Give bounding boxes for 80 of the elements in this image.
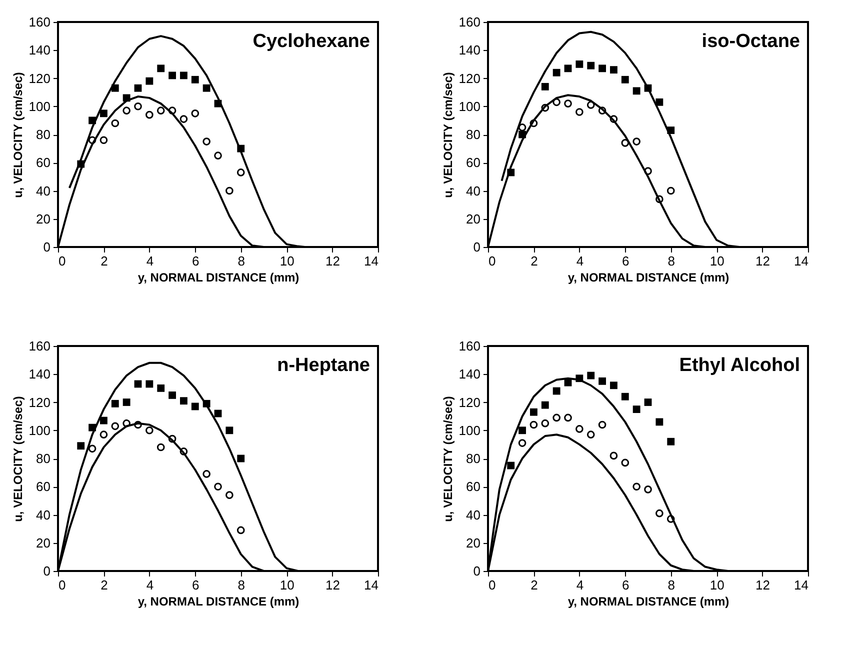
x-tick-label: 6 bbox=[622, 578, 630, 592]
y-tick-label: 20 bbox=[36, 211, 50, 226]
y-axis-title: u, VELOCITY (cm/sec) bbox=[10, 72, 25, 198]
x-tick-label: 10 bbox=[280, 254, 294, 268]
y-axis-title: u, VELOCITY (cm/sec) bbox=[440, 396, 455, 522]
y-tick-label: 40 bbox=[466, 507, 480, 522]
y-tick-label: 80 bbox=[36, 451, 50, 466]
x-tick-label: 14 bbox=[794, 254, 808, 268]
text: Ethyl Alcohol bbox=[679, 355, 800, 376]
y-tick-label: 60 bbox=[36, 155, 50, 170]
y-tick-label: 80 bbox=[36, 127, 50, 142]
x-tick-label: 0 bbox=[58, 578, 66, 592]
x-tick-label: 6 bbox=[622, 254, 630, 268]
x-axis-title: y, NORMAL DISTANCE (mm) bbox=[568, 270, 730, 284]
x-tick-label: 4 bbox=[146, 578, 154, 592]
y-tick-label: 140 bbox=[458, 366, 480, 382]
x-tick-label: 12 bbox=[326, 578, 340, 592]
x-tick-label: 4 bbox=[146, 254, 154, 268]
text: iso-Octane bbox=[702, 31, 800, 52]
x-tick-label: 6 bbox=[192, 254, 200, 268]
y-tick-label: 120 bbox=[458, 394, 480, 410]
y-tick-label: 20 bbox=[466, 535, 480, 550]
x-axis-title: y, NORMAL DISTANCE (mm) bbox=[138, 270, 300, 284]
y-axis-title: u, VELOCITY (cm/sec) bbox=[440, 72, 455, 198]
y-tick-label: 160 bbox=[28, 14, 50, 30]
x-tick-label: 8 bbox=[668, 254, 675, 268]
x-tick-label: 10 bbox=[710, 254, 724, 268]
y-tick-label: 120 bbox=[28, 394, 50, 410]
x-tick-label: 12 bbox=[756, 254, 770, 268]
y-tick-label: 60 bbox=[466, 155, 480, 170]
x-tick-label: 6 bbox=[192, 578, 200, 592]
y-tick-label: 20 bbox=[466, 211, 480, 226]
x-tick-label: 12 bbox=[756, 578, 770, 592]
x-tick-label: 4 bbox=[576, 254, 584, 268]
x-tick-label: 0 bbox=[488, 254, 496, 268]
x-tick-label: 8 bbox=[238, 254, 245, 268]
x-tick-label: 0 bbox=[488, 578, 496, 592]
y-tick-label: 120 bbox=[28, 70, 50, 86]
y-tick-label: 40 bbox=[36, 183, 50, 198]
y-tick-label: 100 bbox=[28, 98, 50, 114]
y-tick-label: 140 bbox=[458, 42, 480, 58]
y-tick-label: 100 bbox=[28, 422, 50, 438]
x-tick-label: 10 bbox=[710, 578, 724, 592]
x-tick-label: 2 bbox=[530, 578, 538, 592]
x-tick-label: 10 bbox=[280, 578, 294, 592]
y-tick-label: 160 bbox=[458, 14, 480, 30]
x-tick-label: 12 bbox=[326, 254, 340, 268]
text: n-Heptane bbox=[277, 355, 370, 376]
x-tick-label: 2 bbox=[100, 254, 108, 268]
y-tick-label: 60 bbox=[466, 479, 480, 494]
x-tick-label: 2 bbox=[100, 578, 108, 592]
y-tick-label: 140 bbox=[28, 366, 50, 382]
y-tick-label: 160 bbox=[28, 338, 50, 354]
x-tick-label: 8 bbox=[238, 578, 245, 592]
y-tick-label: 0 bbox=[473, 564, 480, 578]
y-tick-label: 100 bbox=[458, 98, 480, 114]
x-tick-label: 0 bbox=[58, 254, 66, 268]
y-tick-label: 100 bbox=[458, 422, 480, 438]
x-tick-label: 8 bbox=[668, 578, 675, 592]
y-tick-label: 0 bbox=[43, 564, 50, 578]
y-tick-label: 120 bbox=[458, 70, 480, 86]
y-tick-label: 0 bbox=[43, 240, 50, 254]
x-tick-label: 14 bbox=[364, 578, 378, 592]
y-tick-label: 140 bbox=[28, 42, 50, 58]
y-tick-label: 80 bbox=[466, 451, 480, 466]
x-axis-title: y, NORMAL DISTANCE (mm) bbox=[138, 594, 300, 608]
x-tick-label: 14 bbox=[364, 254, 378, 268]
y-tick-label: 0 bbox=[473, 240, 480, 254]
y-tick-label: 80 bbox=[466, 127, 480, 142]
y-tick-label: 60 bbox=[36, 479, 50, 494]
x-tick-label: 2 bbox=[530, 254, 538, 268]
y-tick-label: 20 bbox=[36, 535, 50, 550]
text: Cyclohexane bbox=[252, 31, 370, 52]
y-axis-title: u, VELOCITY (cm/sec) bbox=[10, 396, 25, 522]
x-tick-label: 4 bbox=[576, 578, 584, 592]
y-tick-label: 40 bbox=[466, 183, 480, 198]
x-axis-title: y, NORMAL DISTANCE (mm) bbox=[568, 594, 730, 608]
y-tick-label: 40 bbox=[36, 507, 50, 522]
y-tick-label: 160 bbox=[458, 338, 480, 354]
x-tick-label: 14 bbox=[794, 578, 808, 592]
